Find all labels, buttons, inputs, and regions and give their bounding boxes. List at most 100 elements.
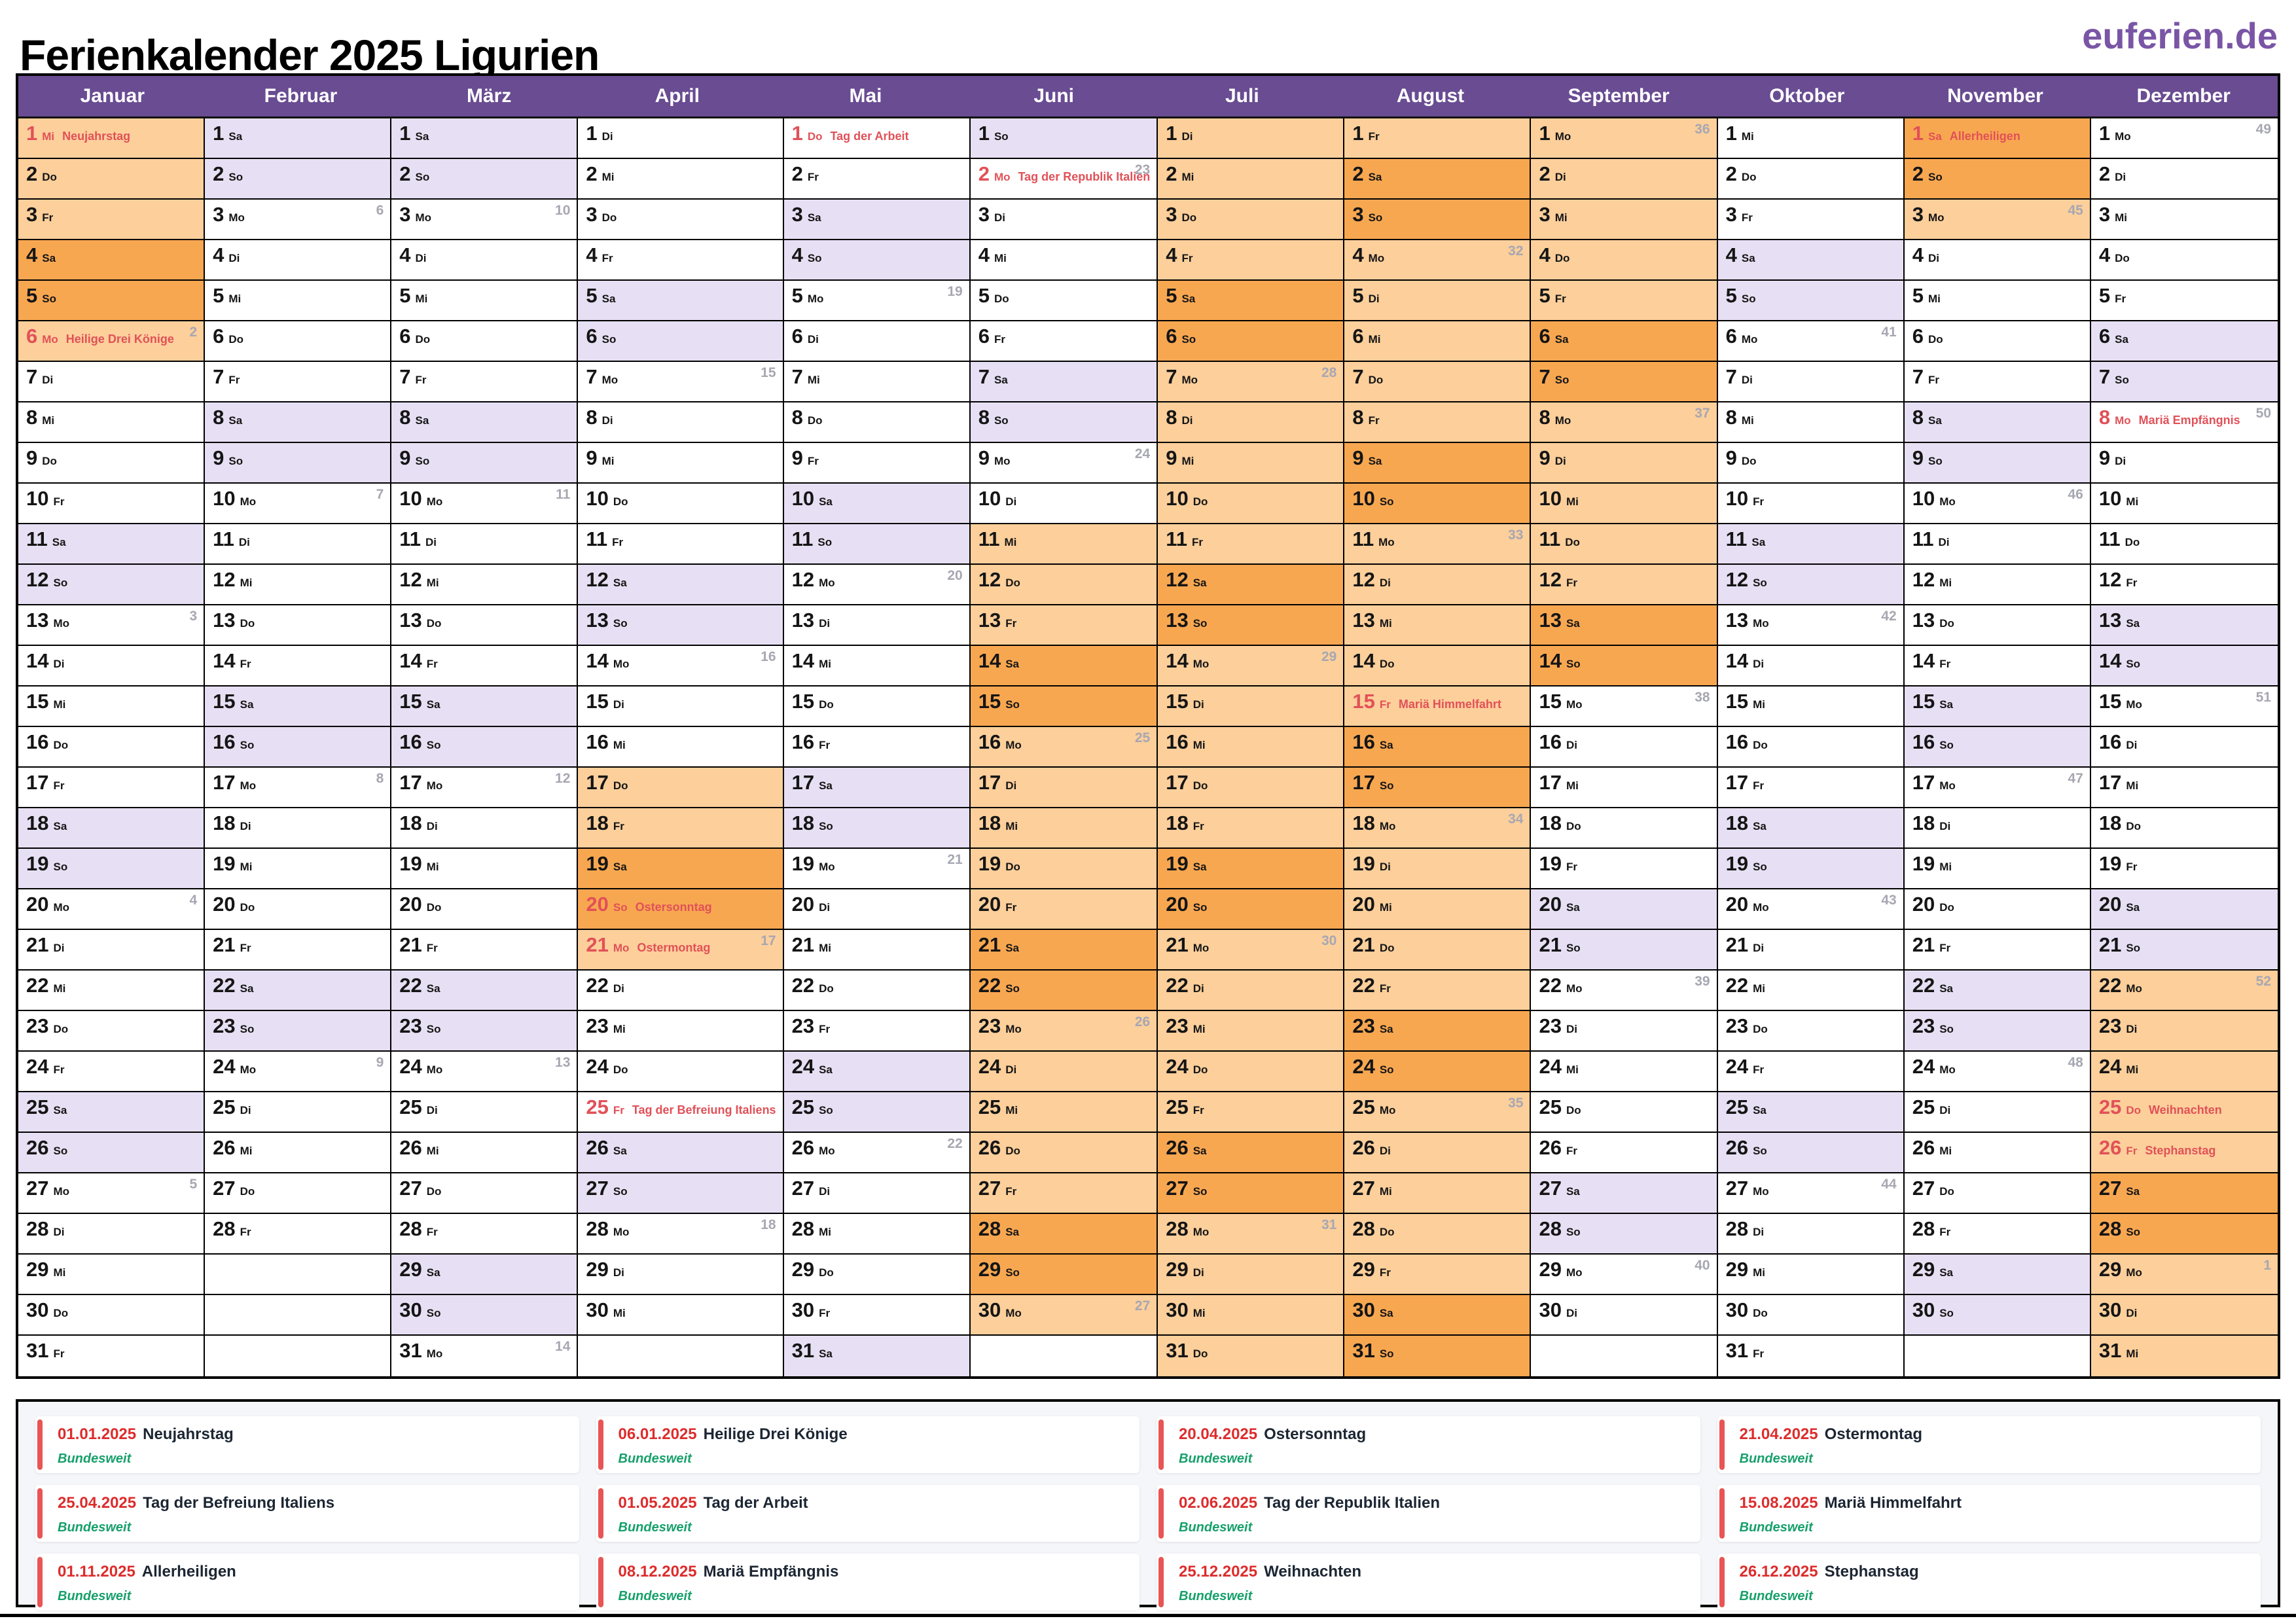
day-number: 18	[2098, 812, 2122, 834]
day-number: 12	[791, 568, 815, 591]
day-cell-februar-13: 13 Do	[205, 605, 391, 646]
day-number: 29	[1352, 1258, 1375, 1281]
day-number: 21	[1166, 933, 1189, 956]
day-number: 28	[1166, 1217, 1189, 1240]
weekday-label: Di	[415, 252, 427, 264]
weekday-label: So	[1554, 374, 1570, 386]
weekday-label: Di	[1193, 698, 1204, 711]
day-cell-august-30: 30 Sa	[1344, 1295, 1530, 1336]
day-number: 11	[791, 527, 814, 550]
day-cell-juli-7: 7 Mo 28	[1158, 362, 1344, 402]
weekday-label: Do	[1193, 1063, 1208, 1076]
day-number: 28	[1725, 1217, 1749, 1240]
weekday-label: Mo	[1193, 658, 1210, 670]
day-number: 24	[1912, 1055, 1935, 1078]
weekday-label: Mi	[2126, 779, 2139, 792]
day-cell-juli-16: 16 Mi	[1158, 727, 1344, 768]
day-cell-september-18: 18 Do	[1531, 808, 1717, 849]
weekday-label: Mo	[1939, 779, 1956, 792]
day-cell-juli-12: 12 Sa	[1158, 565, 1344, 605]
day-cell-august-14: 14 Do	[1344, 646, 1530, 687]
weekday-label: Mi	[1004, 536, 1017, 548]
site-logo[interactable]: euferien.de	[2082, 15, 2278, 56]
weekday-label: Di	[240, 1104, 251, 1116]
day-number: 31	[791, 1339, 815, 1362]
day-number: 18	[1166, 812, 1189, 834]
week-number: 10	[555, 203, 571, 218]
day-cell-oktober-29: 29 Mi	[1717, 1255, 1903, 1295]
day-cell-august-11: 11 Mo 33	[1344, 524, 1530, 565]
weekday-label: Sa	[426, 698, 440, 711]
weekday-label: Di	[613, 698, 624, 711]
weekday-label: Sa	[426, 1266, 440, 1279]
weekday-label: So	[1741, 293, 1756, 305]
weekday-label: Mo	[613, 1226, 630, 1238]
weekday-label: Fr	[1192, 536, 1203, 548]
day-number: 16	[1912, 730, 1935, 753]
day-cell-mai-6: 6 Di	[783, 321, 969, 362]
day-number: 29	[2098, 1258, 2122, 1281]
weekday-label: Do	[1554, 252, 1570, 264]
legend-holiday-name: Ostermontag	[1824, 1425, 1922, 1443]
day-number: 2	[1352, 162, 1364, 185]
weekday-label: Sa	[1751, 536, 1766, 548]
day-number: 15	[26, 690, 49, 713]
day-number: 14	[399, 649, 422, 672]
day-cell-april-9: 9 Mi	[578, 443, 783, 484]
day-number: 14	[978, 649, 1001, 672]
day-number: 24	[213, 1055, 236, 1078]
weekday-label: So	[819, 1104, 833, 1116]
day-cell-juli-1: 1 Di	[1158, 118, 1344, 159]
day-cell-februar-26: 26 Mi	[205, 1133, 391, 1173]
weekday-label: So	[415, 171, 430, 183]
day-cell-februar-4: 4 Di	[205, 240, 391, 281]
weekday-label: Fr	[53, 779, 65, 792]
day-cell-mai-18: 18 So	[783, 808, 969, 849]
day-number: 4	[2098, 243, 2111, 266]
day-number: 15	[1725, 690, 1749, 713]
day-cell-mai-12: 12 Mo 20	[783, 565, 969, 605]
day-number: 4	[586, 243, 598, 266]
weekday-label: So	[1939, 1307, 1954, 1319]
day-number: 2	[213, 162, 224, 185]
day-cell-oktober-28: 28 Di	[1717, 1214, 1903, 1255]
day-cell-april-8: 8 Di	[578, 402, 783, 443]
day-cell-märz-26: 26 Mi	[391, 1133, 577, 1173]
day-number: 12	[978, 568, 1001, 591]
day-cell-august-31: 31 So	[1344, 1336, 1530, 1376]
day-number: 7	[1912, 365, 1924, 388]
day-cell-september-29: 29 Mo 40	[1531, 1255, 1717, 1295]
day-cell-august-17: 17 So	[1344, 768, 1530, 808]
day-number: 9	[791, 446, 803, 469]
legend-item: 06.01.2025 Heilige Drei Könige Bundesweit	[596, 1416, 1139, 1473]
week-number: 20	[947, 568, 963, 583]
weekday-label: Fr	[2115, 293, 2126, 305]
calendar-body: 1 Mi Neujahrstag 2 Do 3 Fr 4 Sa 5 So 6 Mo Heilige Dre…	[18, 118, 2278, 1376]
day-number: 2	[399, 162, 411, 185]
day-number: 31	[1352, 1339, 1375, 1362]
weekday-label: Do	[819, 1266, 834, 1279]
weekday-label: Sa	[1741, 252, 1755, 264]
day-cell-januar-19: 19 So	[18, 849, 204, 889]
weekday-label: Do	[1741, 455, 1757, 467]
day-cell-dezember-6: 6 Sa	[2090, 321, 2278, 362]
weekday-label: Sa	[613, 577, 627, 589]
day-cell-november-24: 24 Mo 48	[1904, 1052, 2090, 1092]
day-number: 29	[1166, 1258, 1189, 1281]
day-number: 11	[26, 527, 48, 550]
day-number: 8	[213, 406, 224, 429]
weekday-label: Sa	[1566, 617, 1580, 630]
weekday-label: Sa	[613, 1145, 627, 1157]
day-number: 21	[213, 933, 236, 956]
day-cell-oktober-22: 22 Mi	[1717, 971, 1903, 1011]
day-number: 27	[1912, 1177, 1935, 1200]
day-number: 18	[1912, 812, 1935, 834]
day-cell-februar-5: 5 Mi	[205, 281, 391, 321]
weekday-label: Sa	[1005, 658, 1019, 670]
day-number: 15	[2098, 690, 2122, 713]
day-cell-januar-27: 27 Mo 5	[18, 1173, 204, 1214]
weekday-label: Fr	[613, 820, 624, 832]
day-number: 17	[978, 771, 1001, 794]
week-number: 49	[2255, 122, 2271, 137]
day-cell-oktober-30: 30 Do	[1717, 1295, 1903, 1336]
